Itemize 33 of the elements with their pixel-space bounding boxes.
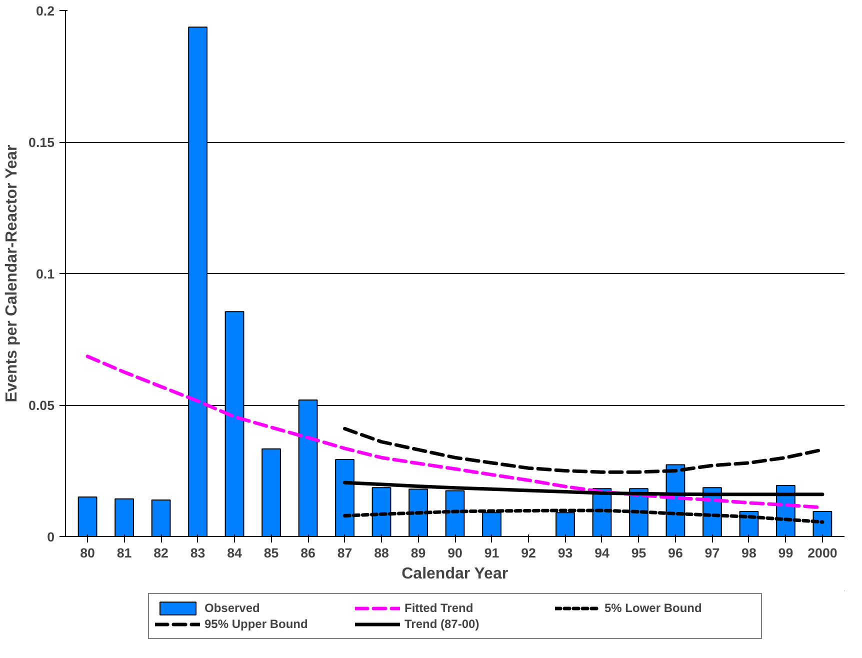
x-tick-label: 95 xyxy=(631,546,647,560)
y-tick-label: 0 xyxy=(47,530,55,544)
x-tick-label: 93 xyxy=(558,546,573,560)
y-tick-label: 0.15 xyxy=(28,135,56,150)
x-tick-label: 88 xyxy=(374,546,389,560)
x-tick-label: 85 xyxy=(264,546,280,560)
x-tick-label: 96 xyxy=(668,546,683,560)
x-tick-label: 94 xyxy=(594,546,610,560)
x-axis-title: Calendar Year xyxy=(402,566,508,582)
x-tick-label: 86 xyxy=(300,546,316,560)
x-tick-label: 92 xyxy=(521,546,536,560)
x-tick-label: 98 xyxy=(742,546,756,560)
x-tick-label: 99 xyxy=(778,546,794,560)
x-tick-label: 82 xyxy=(154,546,168,560)
x-tick-label: 90 xyxy=(448,546,462,560)
x-tick-label: 2000 xyxy=(808,546,838,560)
x-tick-label: 87 xyxy=(337,546,352,560)
y-tick-label: 0.05 xyxy=(28,398,56,413)
y-tick-label: 0.2 xyxy=(36,4,55,18)
legend-label: 95% Upper Bound xyxy=(204,616,309,632)
x-tick-label: 84 xyxy=(227,546,243,560)
y-axis-title: Events per Calendar-Reactor Year xyxy=(4,144,21,402)
x-tick-label: 83 xyxy=(190,546,206,560)
x-tick-label: 80 xyxy=(80,546,95,560)
legend-label: Observed xyxy=(204,600,261,616)
x-tick-label: 89 xyxy=(410,546,426,560)
legend-label: Trend (87-00) xyxy=(404,616,480,632)
x-tick-label: 97 xyxy=(704,546,720,560)
y-tick-label: 0.1 xyxy=(36,266,56,282)
legend-label: 5% Lower Bound xyxy=(604,600,703,616)
legend-label: Fitted Trend xyxy=(404,600,474,616)
x-tick-label: 81 xyxy=(116,546,132,560)
x-tick-label: 91 xyxy=(484,546,500,560)
